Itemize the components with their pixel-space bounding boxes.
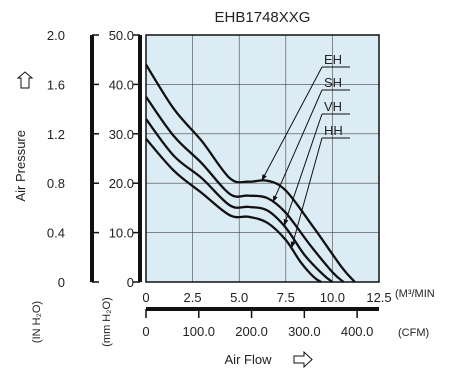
- y-tick-label-mm: 50.0: [109, 28, 134, 43]
- x-tick-label-m3: 10.0: [320, 290, 345, 305]
- x-unit-m3min: (M³/MIN: [395, 288, 435, 300]
- series-labels-layer: EH SH VH HH: [261, 52, 350, 249]
- x-axis-arrow-icon: [293, 350, 313, 369]
- curve-eh: [145, 63, 356, 283]
- x-tick-label-cfm: 300.0: [288, 324, 321, 339]
- curve-hh: [145, 137, 322, 283]
- y-tick-label-in: 0: [58, 275, 65, 290]
- x-ticks-cfm: 0 100.0 200.0 300.0 400.0: [142, 309, 373, 339]
- leader-arrowhead: [261, 174, 267, 182]
- curves-layer: [145, 63, 356, 283]
- y-axis-title-group: Air Pressure: [13, 130, 28, 202]
- x-ticks-m3min: 0 2.5 5.0 7.5 10.0 12.5: [142, 290, 391, 305]
- y-unit-mmh2o-group: (mm H₂O): [101, 297, 113, 346]
- x-tick-label-cfm: 0: [142, 324, 149, 339]
- curve-vh: [145, 118, 334, 283]
- leader-line: [272, 89, 323, 203]
- x-tick-label-m3: 7.5: [277, 290, 295, 305]
- leader-line: [261, 66, 323, 182]
- y-tick-label-mm: 10.0: [109, 226, 134, 241]
- y-tick-label-in: 1.2: [47, 127, 65, 142]
- x-tick-label-m3: 2.5: [184, 290, 202, 305]
- series-label-eh: EH: [324, 52, 342, 67]
- curve-sh: [145, 96, 345, 283]
- x-tick-label-cfm: 100.0: [183, 324, 216, 339]
- y-tick-label-in: 0.4: [47, 226, 65, 241]
- y-unit-inh2o: (IN H₂O): [31, 301, 43, 343]
- leader-arrowhead: [272, 195, 278, 203]
- y-axis-arrow-icon: [16, 71, 34, 89]
- series-label-sh: SH: [324, 75, 342, 90]
- leader-line: [290, 137, 323, 249]
- y-tick-label-in: 1.6: [47, 77, 65, 92]
- chart-title: EHB1748XXG: [215, 9, 311, 26]
- x-unit-cfm: (CFM): [398, 327, 429, 339]
- y-tick-label-mm: 40.0: [109, 77, 134, 92]
- y-tick-label-in: 2.0: [47, 28, 65, 43]
- y-tick-label-in: 0.8: [47, 176, 65, 191]
- y-tick-label-mm: 30.0: [109, 127, 134, 142]
- x-axis-title: Air Flow: [225, 352, 273, 367]
- x-tick-label-m3: 5.0: [230, 290, 248, 305]
- leader-arrowhead: [290, 241, 296, 249]
- y-axis-arrow-group: [16, 71, 34, 89]
- leader-arrowhead: [283, 218, 289, 226]
- y-tick-label-mm: 0: [127, 275, 134, 290]
- plot-background: [146, 35, 379, 282]
- y-ticks-mmh2o: 0 10.0 20.0 30.0 40.0 50.0: [109, 28, 140, 290]
- plot-frame: [145, 34, 380, 283]
- x-tick-label-m3: 0: [142, 290, 149, 305]
- y-axis-title: Air Pressure: [13, 130, 28, 202]
- x-tick-label-m3: 12.5: [366, 290, 391, 305]
- series-label-hh: HH: [324, 123, 343, 138]
- x-tick-label-cfm: 200.0: [235, 324, 268, 339]
- x-tick-label-cfm: 400.0: [341, 324, 374, 339]
- series-label-vh: VH: [324, 99, 342, 114]
- y-unit-inh2o-group: (IN H₂O): [31, 301, 43, 343]
- y-unit-mmh2o: (mm H₂O): [101, 297, 113, 346]
- leader-line: [283, 113, 323, 227]
- y-tick-label-mm: 20.0: [109, 176, 134, 191]
- y-ticks-inh2o: 0 0.4 0.8 1.2 1.6 2.0: [47, 28, 99, 290]
